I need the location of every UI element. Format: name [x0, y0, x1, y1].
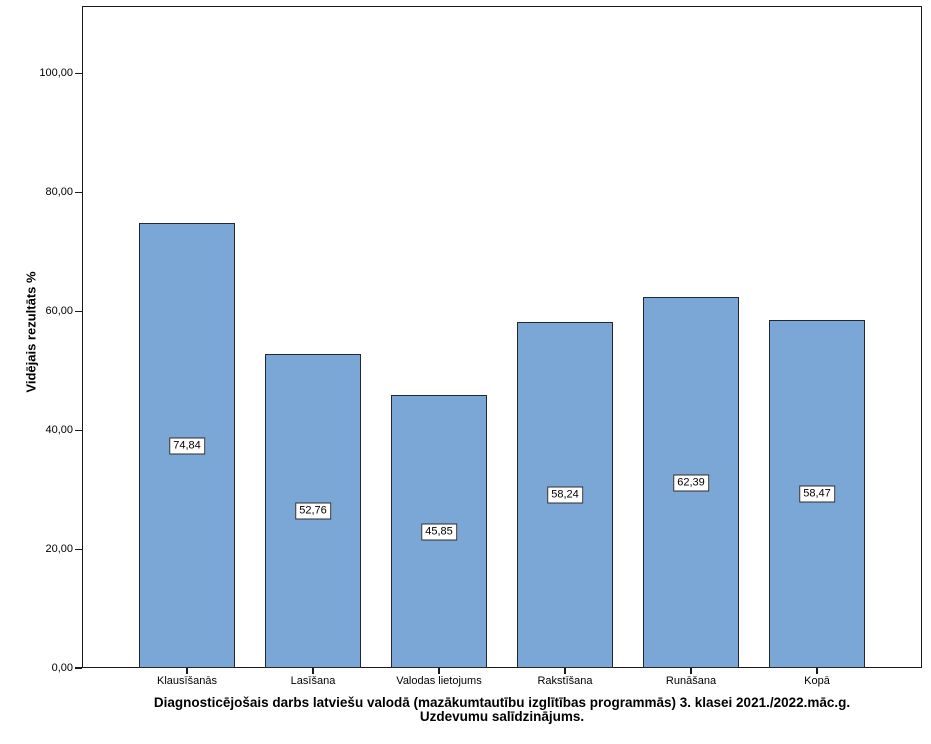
- y-tick-label: 100,00: [39, 67, 73, 79]
- x-tick-mark: [312, 668, 314, 674]
- x-tick-label: Lasīšana: [290, 675, 336, 687]
- y-tick-mark: [75, 191, 82, 193]
- x-tick-mark: [438, 668, 440, 674]
- y-tick-label: 80,00: [45, 185, 73, 198]
- x-tick-label: Rakstīšana: [537, 675, 593, 687]
- x-tick-mark: [564, 668, 566, 674]
- bar-value-label: 58,24: [547, 486, 583, 504]
- y-tick-label: 40,00: [45, 423, 73, 436]
- chart-title-line2: Uzdevumu salīdzinājums.: [419, 709, 585, 724]
- bar-value-label: 45,85: [421, 523, 457, 541]
- y-tick-label: 20,00: [45, 542, 73, 555]
- x-tick-label: Kopā: [804, 675, 830, 687]
- y-tick-mark: [75, 429, 82, 431]
- y-tick-mark: [75, 667, 82, 669]
- x-tick-label: Runāšana: [665, 675, 717, 687]
- bar-value-label: 62,39: [673, 474, 709, 492]
- y-tick-label: 0,00: [51, 661, 73, 674]
- y-tick-mark: [75, 548, 82, 550]
- bar-value-label: 52,76: [295, 502, 331, 520]
- x-tick-label: Valodas lietojums: [396, 675, 482, 687]
- x-tick-mark: [186, 668, 188, 674]
- bar-value-label: 58,47: [799, 485, 835, 503]
- chart-title: Diagnosticējošais darbs latviešu valodā …: [82, 696, 922, 724]
- chart-title-line1: Diagnosticējošais darbs latviešu valodā …: [153, 695, 851, 710]
- bar-value-label: 74,84: [169, 437, 205, 455]
- y-tick-mark: [75, 72, 82, 75]
- y-tick-mark: [75, 310, 82, 312]
- y-tick-label: 60,00: [45, 304, 73, 317]
- x-tick-label: Klausīšanās: [157, 675, 217, 687]
- x-tick-mark: [816, 668, 818, 674]
- x-tick-mark: [690, 668, 692, 674]
- y-axis-title: Vidējais rezultāts %: [23, 271, 39, 393]
